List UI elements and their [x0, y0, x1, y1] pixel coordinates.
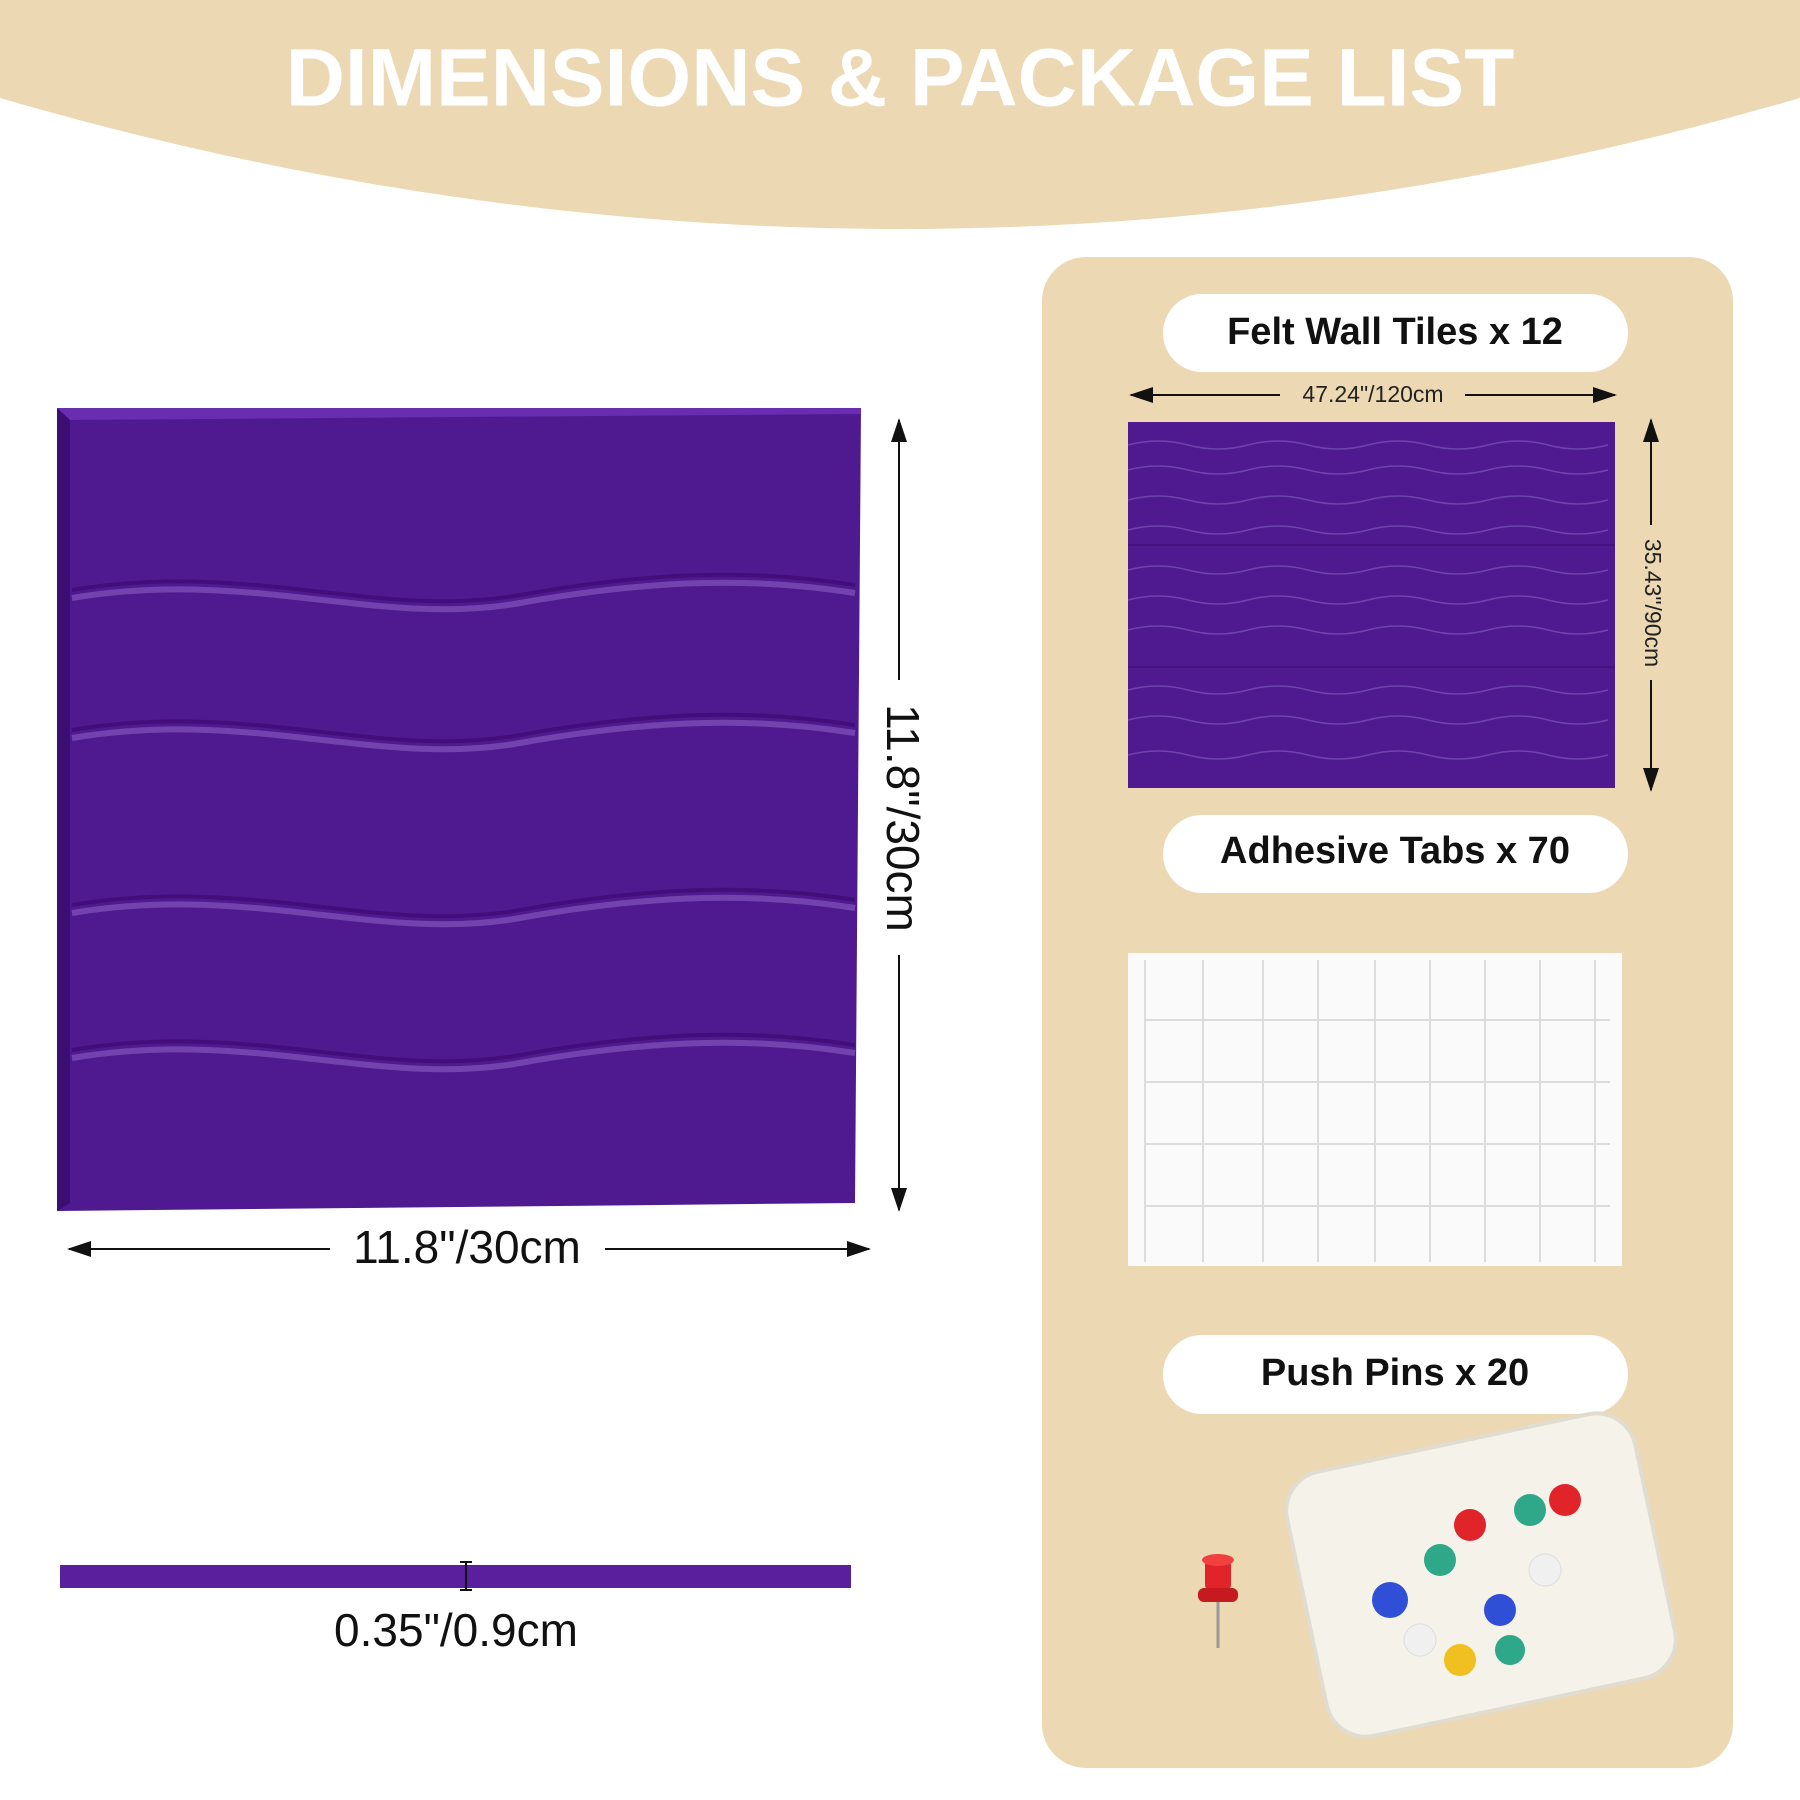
wall-width-label: 47.24"/120cm — [1302, 381, 1443, 407]
felt-tile — [57, 408, 861, 1211]
item-label: Push Pins x 20 — [1261, 1352, 1529, 1394]
red-pin — [1198, 1554, 1238, 1648]
adhesive-sheet — [1128, 953, 1622, 1266]
wall-height-label: 35.43"/90cm — [1640, 539, 1666, 667]
header-band — [0, 0, 1800, 229]
pin-box — [1284, 1411, 1678, 1739]
width-label: 11.8"/30cm — [353, 1221, 581, 1273]
item-label: Adhesive Tabs x 70 — [1220, 830, 1570, 872]
thickness-mark — [460, 1561, 472, 1591]
title: DIMENSIONS & PACKAGE LIST — [286, 33, 1515, 124]
item-pill — [1163, 1335, 1628, 1414]
tile-wall — [1127, 422, 1615, 788]
height-label: 11.8"/30cm — [877, 704, 929, 932]
thickness-label: 0.35"/0.9cm — [334, 1604, 578, 1656]
tile-edge — [60, 1565, 851, 1588]
item-pill — [1163, 815, 1628, 893]
item-label: Felt Wall Tiles x 12 — [1227, 311, 1563, 353]
item-pill — [1163, 294, 1628, 372]
